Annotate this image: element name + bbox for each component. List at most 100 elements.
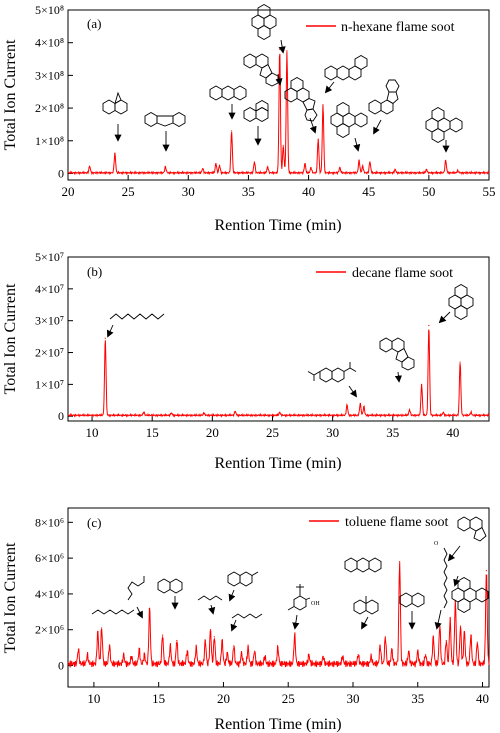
peak-point [424, 654, 427, 656]
x-tick-label: 30 [326, 425, 339, 440]
peak-point [279, 411, 281, 414]
peak-point [322, 655, 324, 658]
x-tick-label: 30 [346, 691, 359, 706]
peak-point [233, 645, 235, 647]
peak-point [130, 655, 133, 658]
series-line [67, 561, 490, 669]
peak-point [445, 639, 447, 642]
peak-point [77, 648, 79, 651]
peak-point [215, 163, 217, 165]
peak-point [317, 138, 319, 140]
peak-point [463, 630, 465, 633]
series-line [67, 324, 490, 418]
chromatogram-line [67, 562, 490, 669]
peak-point [161, 634, 164, 636]
peak-point [282, 145, 284, 147]
series-line [67, 48, 490, 176]
y-axis-label: Total Ion Current [2, 39, 19, 150]
peak-point [176, 639, 178, 642]
arrow [438, 311, 451, 324]
fluorene-structure [144, 111, 186, 128]
peak-point [310, 166, 312, 169]
anthracene-structure [209, 85, 247, 101]
peak-point [195, 647, 197, 649]
methylindene-structure [399, 592, 425, 608]
y-tick-label: 0 [58, 166, 64, 180]
x-axis-label: Rention Time (min) [214, 217, 341, 234]
arrow [208, 604, 216, 615]
peak-point [253, 650, 256, 652]
arrow [373, 119, 382, 135]
legend-label: toluene flame soot [345, 515, 449, 530]
peak-point [86, 654, 89, 656]
peak-point [409, 409, 411, 411]
peak-point [169, 645, 171, 647]
legend: decane flame soot [316, 266, 453, 281]
y-tick-label: 2×10⁷ [35, 346, 64, 360]
peak-point [408, 650, 410, 652]
peak-point [247, 647, 249, 649]
peak-point [485, 570, 488, 572]
y-tick-label: 6×10⁶ [35, 551, 64, 565]
plot-frame [67, 507, 490, 688]
peak-point [432, 636, 434, 638]
x-tick-label: 35 [386, 425, 399, 440]
peak-point [425, 168, 428, 171]
peak-point [359, 402, 361, 405]
peak-point [218, 165, 221, 167]
x-tick-label: 20 [62, 184, 75, 199]
peak-point [363, 406, 365, 408]
panel-a: (a) n-hexane flame soot 0 1×10⁸ 2×10⁸ 3×10⁸… [2, 3, 496, 234]
peak-point [204, 639, 206, 642]
arrow [453, 575, 461, 587]
peak-point [439, 625, 441, 627]
peak-point [294, 634, 296, 636]
arrow [106, 324, 114, 338]
plot-frame [67, 9, 490, 181]
x-tick-label: 35 [242, 184, 255, 199]
arrow [447, 545, 461, 562]
x-tick-label: 20 [217, 691, 230, 706]
peak-point [449, 618, 451, 620]
peak-point [230, 130, 233, 132]
carbonyl-label: O [434, 541, 439, 547]
peak-point [417, 650, 419, 652]
y-ticks: 0 2×10⁶ 4×10⁶ 6×10⁶ 8×10⁶ [35, 515, 73, 673]
peak-point [164, 166, 167, 168]
peak-point [202, 167, 204, 170]
peak-point [240, 652, 243, 654]
acenaphthylene-structure [102, 91, 128, 115]
panel-label: (c) [87, 515, 101, 530]
benzofluoranthene-structure [284, 76, 318, 122]
benzanthracene-structure [324, 54, 368, 81]
peak-point [470, 634, 472, 636]
molecule-annotations [106, 283, 474, 398]
y-tick-label: 4×10⁸ [35, 36, 64, 50]
peak-point [476, 641, 478, 643]
peak-point [442, 411, 444, 414]
x-tick-label: 25 [122, 184, 135, 199]
peak-point [138, 648, 140, 651]
peak-point [459, 361, 461, 363]
y-tick-label: 2×10⁶ [35, 623, 64, 637]
peak-point [89, 165, 91, 167]
arrow [278, 39, 286, 54]
x-tick-label: 50 [422, 184, 435, 199]
chromatogram-line [67, 51, 490, 176]
arrow [292, 614, 300, 630]
peak-point [342, 655, 344, 658]
x-tick-label: 15 [146, 425, 159, 440]
legend-label: n-hexane flame soot [341, 20, 455, 35]
y-axis-label: Total Ion Current [2, 283, 19, 394]
peak-point [357, 654, 359, 656]
peak-point [108, 645, 111, 647]
indenopyrene-structure [368, 79, 400, 115]
dibenzopyrene-structure [425, 106, 463, 144]
arrow [136, 606, 143, 619]
arrow [324, 81, 335, 94]
peak-point [264, 655, 266, 658]
diisopropylnaphthalene-structure [307, 362, 357, 383]
branched-alkane-structure [231, 613, 263, 619]
peak-point [97, 630, 99, 633]
y-tick-label: 1×10⁷ [35, 377, 64, 391]
